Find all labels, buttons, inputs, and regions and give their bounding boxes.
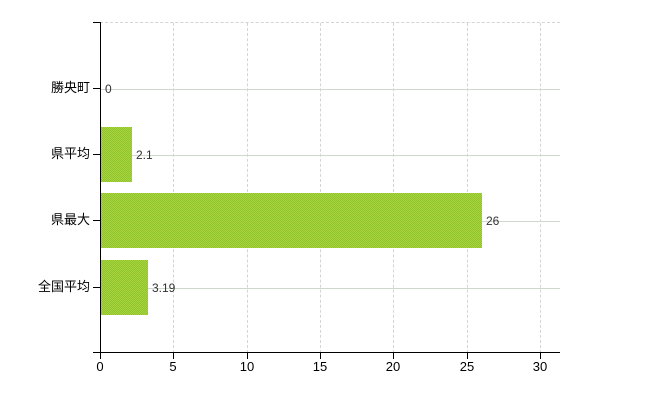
y-tick [93, 88, 100, 89]
bar-row: 0 [101, 61, 559, 116]
y-axis [100, 22, 101, 352]
y-tick [93, 22, 100, 23]
x-tick-label: 0 [96, 359, 104, 374]
plot-area: 0 2.1 26 3.19 [100, 22, 560, 353]
x-tick [540, 353, 541, 359]
category-label: 県最大 [50, 212, 90, 227]
gridline-vertical [467, 23, 468, 353]
gridline-vertical [247, 23, 248, 353]
x-tick-label: 10 [239, 359, 255, 374]
x-tick [467, 353, 468, 359]
category-label: 県平均 [50, 146, 90, 161]
y-tick [93, 154, 100, 155]
gridline-vertical [393, 23, 394, 353]
x-tick [173, 353, 174, 359]
bar-value-label: 3.19 [152, 280, 176, 295]
x-tick-label: 15 [312, 359, 328, 374]
x-tick-label: 5 [169, 359, 177, 374]
y-tick [93, 287, 100, 288]
gridline-vertical [173, 23, 174, 353]
gridline-vertical [320, 23, 321, 353]
gridline-vertical [540, 23, 541, 353]
bar-value-label: 2.1 [136, 147, 153, 162]
bar-row: 26 [101, 193, 559, 248]
bar-row: 3.19 [101, 260, 559, 315]
category-gridline [100, 89, 560, 90]
x-tick [393, 353, 394, 359]
x-axis [93, 352, 560, 353]
x-tick [320, 353, 321, 359]
x-tick-label: 25 [459, 359, 475, 374]
y-tick [93, 220, 100, 221]
x-tick-label: 30 [532, 359, 548, 374]
category-label: 全国平均 [37, 279, 90, 294]
bar-value-label: 0 [105, 81, 112, 96]
x-tick [100, 353, 101, 359]
x-tick [247, 353, 248, 359]
category-gridline [100, 155, 560, 156]
x-tick-label: 20 [385, 359, 401, 374]
bar [101, 127, 132, 182]
bar [101, 193, 482, 248]
bar [101, 260, 148, 315]
bar-value-label: 26 [486, 213, 500, 228]
bar-row: 2.1 [101, 127, 559, 182]
category-gridline [100, 288, 560, 289]
category-label: 勝央町 [50, 80, 90, 95]
